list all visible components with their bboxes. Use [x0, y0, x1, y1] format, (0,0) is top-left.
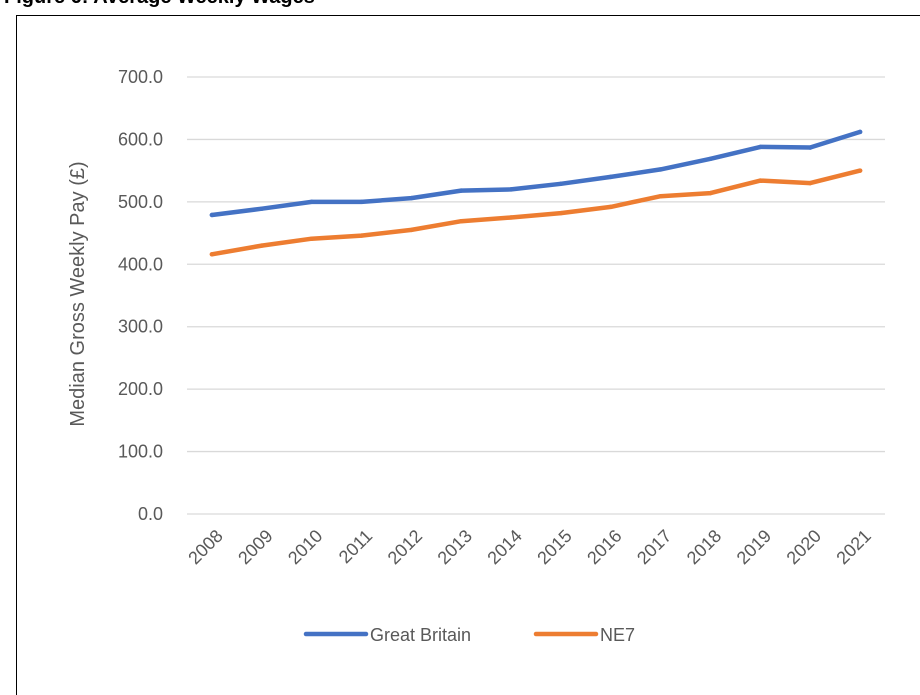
y-tick-label: 600.0 — [118, 129, 163, 149]
x-tick-label: 2018 — [683, 526, 725, 568]
series-line-great-britain — [209, 129, 863, 218]
series-line-ne7 — [209, 168, 863, 257]
data-point — [658, 167, 663, 172]
y-tick-label: 0.0 — [138, 504, 163, 524]
y-tick-label: 400.0 — [118, 254, 163, 274]
x-tick-label: 2021 — [832, 526, 874, 568]
data-point — [558, 210, 564, 216]
data-point — [209, 212, 215, 218]
x-tick-label: 2014 — [483, 526, 525, 568]
data-point — [857, 129, 863, 135]
data-point — [209, 252, 215, 257]
data-point — [459, 188, 464, 193]
data-point — [758, 178, 763, 183]
x-tick-label: 2016 — [583, 526, 625, 568]
data-point — [459, 219, 464, 224]
legend: Great Britain NE7 — [303, 625, 635, 645]
y-tick-label: 500.0 — [118, 192, 163, 212]
data-point — [708, 156, 713, 161]
data-point — [508, 187, 514, 192]
x-tick-label: 2017 — [633, 526, 675, 568]
data-point — [558, 181, 564, 186]
x-tick-label: 2009 — [234, 526, 276, 568]
chart-frame — [16, 15, 920, 695]
data-point — [359, 233, 364, 238]
data-point — [808, 145, 813, 150]
data-point — [808, 180, 813, 186]
data-point — [857, 168, 863, 173]
data-point — [658, 194, 663, 199]
y-axis-tick-labels: 0.0 100.0 200.0 300.0 400.0 500.0 600.0 700.0 — [118, 67, 163, 524]
y-tick-label: 700.0 — [118, 67, 163, 87]
x-tick-label: 2019 — [733, 526, 775, 568]
y-axis-title: Median Gross Weekly Pay (£) — [67, 161, 89, 426]
data-point — [309, 236, 314, 241]
x-tick-label: 2010 — [284, 526, 326, 568]
y-tick-label: 200.0 — [118, 379, 163, 399]
data-point — [758, 144, 763, 150]
x-tick-label: 2020 — [783, 526, 825, 568]
data-point — [708, 190, 713, 196]
x-tick-label: 2015 — [533, 526, 575, 568]
x-tick-label: 2011 — [335, 526, 377, 568]
data-point — [608, 174, 613, 180]
data-point — [608, 204, 613, 210]
x-axis-tick-labels: 2008 2009 2010 2011 2012 2013 2014 2015 2016 2017… — [184, 526, 875, 568]
data-point — [259, 243, 264, 248]
data-point — [508, 215, 514, 220]
data-point — [259, 206, 264, 211]
legend-label: Great Britain — [370, 625, 471, 645]
data-point — [409, 227, 414, 233]
data-point — [409, 195, 414, 201]
x-tick-label: 2013 — [434, 526, 476, 568]
x-tick-label: 2012 — [384, 526, 426, 568]
y-tick-label: 300.0 — [118, 317, 163, 337]
series-lines — [209, 129, 863, 257]
gridlines — [187, 76, 885, 515]
legend-label: NE7 — [600, 625, 635, 645]
figure-caption-strip: Figure 6: Average Weekly Wages — [0, 0, 920, 12]
line-chart: 0.0 100.0 200.0 300.0 400.0 500.0 600.0 700.0 2… — [67, 67, 885, 645]
data-point — [359, 199, 364, 205]
x-tick-label: 2008 — [184, 526, 226, 568]
y-tick-label: 100.0 — [118, 442, 163, 462]
figure-caption: Figure 6: Average Weekly Wages — [4, 0, 315, 9]
data-point — [309, 199, 314, 205]
